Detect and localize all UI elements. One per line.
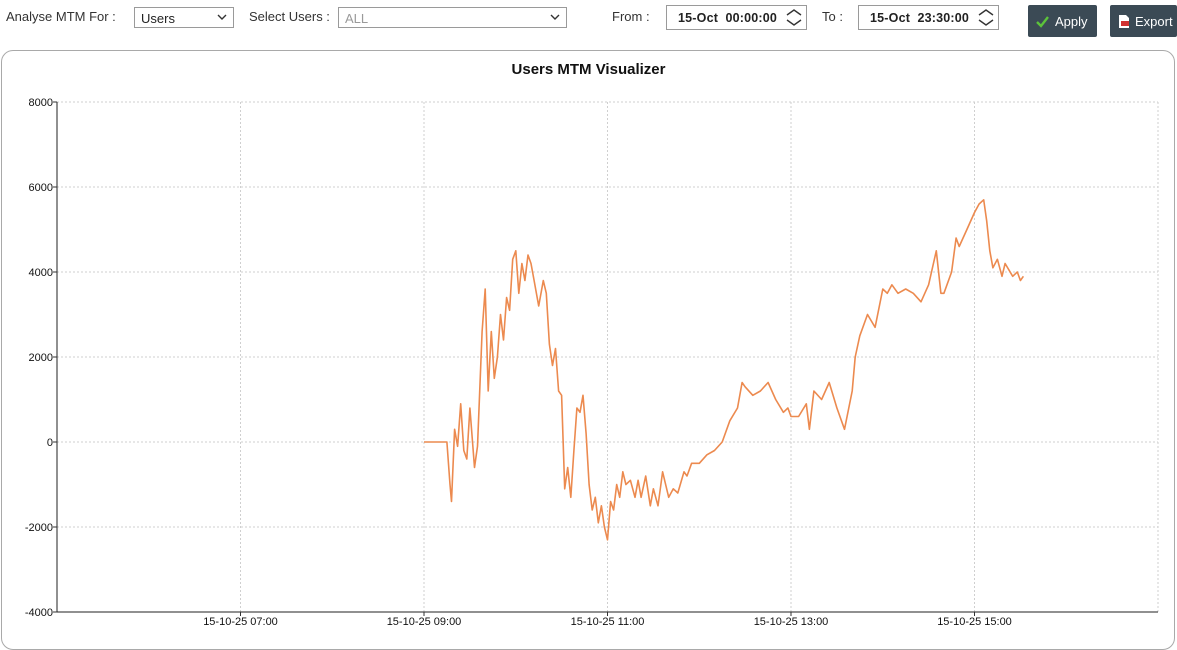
spinner-icon[interactable]: [784, 7, 804, 28]
x-tick-label: 15-10-25 07:00: [203, 616, 278, 628]
to-datetime-input[interactable]: 15-Oct 23:30:00: [858, 5, 999, 30]
x-tick-label: 15-10-25 11:00: [571, 616, 645, 628]
chevron-down-icon: [217, 14, 227, 20]
select-users-dropdown[interactable]: ALL: [338, 7, 567, 28]
chart-title: Users MTM Visualizer: [511, 61, 666, 78]
y-tick-label: 8000: [29, 97, 53, 109]
chevron-down-icon: [550, 14, 560, 20]
apply-label: Apply: [1055, 14, 1088, 29]
from-datetime-value: 15-Oct 00:00:00: [678, 11, 778, 25]
analyse-for-value: Users: [141, 11, 175, 26]
y-tick-label: -2000: [25, 522, 53, 534]
y-tick-label: 0: [47, 437, 53, 449]
to-label: To :: [822, 9, 843, 24]
y-tick-label: 2000: [29, 352, 53, 364]
y-tick-label: 4000: [29, 267, 53, 279]
export-label: Export: [1135, 14, 1173, 29]
from-label: From :: [612, 9, 650, 24]
analyse-label: Analyse MTM For :: [6, 9, 116, 24]
y-tick-label: -4000: [25, 607, 53, 619]
from-datetime-input[interactable]: 15-Oct 00:00:00: [666, 5, 807, 30]
select-users-label: Select Users :: [249, 9, 330, 24]
apply-button[interactable]: Apply: [1028, 5, 1097, 37]
analyse-for-dropdown[interactable]: Users: [134, 7, 234, 28]
export-button[interactable]: Export: [1110, 5, 1177, 37]
to-datetime-value: 15-Oct 23:30:00: [870, 11, 970, 25]
toolbar: Analyse MTM For : Users Select Users : A…: [0, 0, 1177, 46]
chart-panel: [1, 50, 1175, 650]
checkmark-icon: [1036, 16, 1049, 28]
x-tick-label: 15-10-25 15:00: [937, 616, 1012, 628]
spinner-icon[interactable]: [976, 7, 996, 28]
y-tick-label: 6000: [29, 182, 53, 194]
select-users-value: ALL: [345, 11, 369, 26]
x-tick-label: 15-10-25 09:00: [387, 616, 462, 628]
mtm-series-line: [424, 199, 1025, 541]
x-tick-label: 15-10-25 13:00: [754, 616, 829, 628]
export-file-icon: [1119, 15, 1129, 28]
